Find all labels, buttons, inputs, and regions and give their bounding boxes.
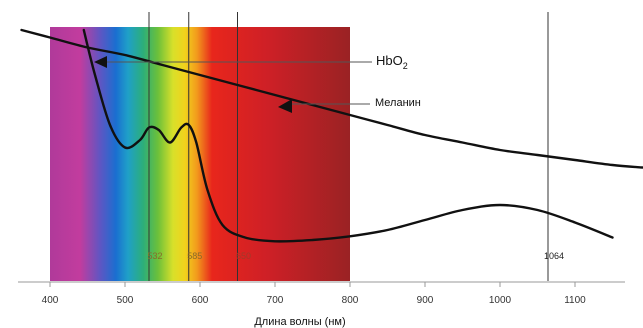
melanin-curve: [20, 28, 643, 169]
marker-label-585: 585: [187, 251, 202, 261]
wavelength-marker-lines: [148, 12, 549, 281]
x-tick-label-800: 800: [342, 295, 359, 306]
melanin-pointer-arrowhead: [278, 99, 292, 113]
x-tick-label-1000: 1000: [489, 295, 512, 306]
x-tick-label-900: 900: [417, 295, 434, 306]
wavelength-marker-labels: 532 585 650 1064: [147, 251, 564, 261]
x-axis-ticks: 400 500 600 700 800 900 1000 1100: [42, 282, 586, 306]
melanin-label: Меланин: [375, 97, 421, 109]
x-tick-label-1100: 1100: [564, 295, 586, 306]
x-tick-label-500: 500: [117, 295, 134, 306]
hbo2-pointer-arrowhead: [94, 56, 107, 68]
marker-label-650: 650: [236, 251, 251, 261]
x-tick-label-400: 400: [42, 295, 59, 306]
marker-label-1064: 1064: [544, 251, 564, 261]
series-lines: [20, 28, 643, 243]
hbo2-label: HbO2: [376, 53, 408, 71]
marker-label-532: 532: [147, 251, 162, 261]
x-axis-title: Длина волны (нм): [254, 316, 345, 328]
x-tick-label-700: 700: [267, 295, 284, 306]
x-tick-label-600: 600: [192, 295, 209, 306]
hbo2-curve: [82, 28, 614, 243]
